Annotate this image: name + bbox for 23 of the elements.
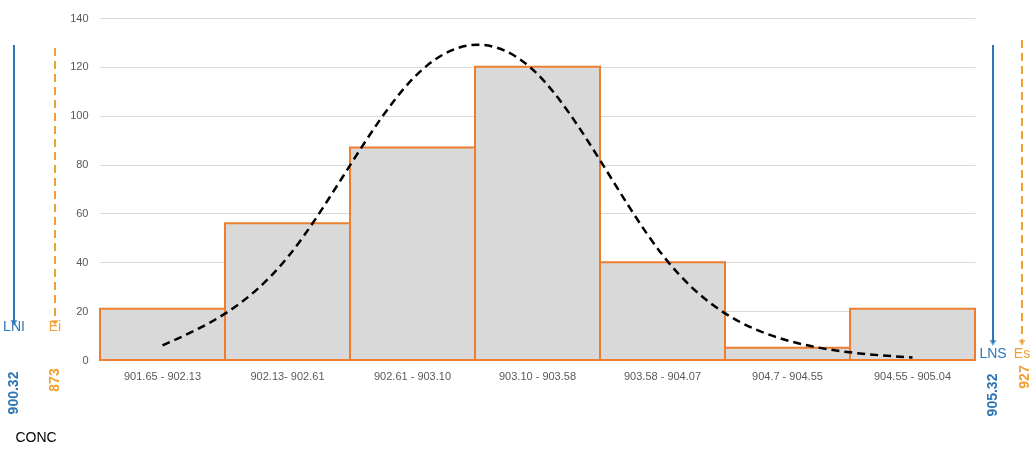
x-tick-label: 904.7 - 904.55 (752, 369, 823, 382)
text: LNS (979, 345, 1007, 361)
text: LNI (3, 318, 25, 334)
text: 900.32 (5, 371, 21, 415)
y-tick-label: 80 (76, 158, 89, 171)
y-tick-label: 120 (70, 60, 89, 73)
text: 927 (1016, 365, 1031, 389)
text: CONC (15, 429, 57, 445)
text: Es (1013, 345, 1031, 361)
y-tick-label: 140 (70, 11, 89, 24)
x-tick-label: 901.65 - 902.13 (123, 369, 202, 382)
x-tick-label: 904.55 - 905.04 (873, 369, 952, 382)
x-tick-label: 902.61 - 903.10 (373, 369, 452, 382)
x-tick-label: 903.58 - 904.07 (623, 369, 702, 382)
x-tick-label: 902.13- 902.61 (250, 369, 325, 382)
text: 873 (46, 368, 62, 392)
x-tick-label: 903.10 - 903.58 (498, 369, 577, 382)
y-tick-label: 0 (82, 353, 89, 366)
y-tick-label: 100 (70, 109, 89, 122)
text: 905.32 (984, 373, 1000, 417)
y-tick-label: 60 (76, 206, 89, 219)
y-tick-label: 40 (76, 255, 89, 268)
y-tick-label: 20 (76, 304, 89, 317)
